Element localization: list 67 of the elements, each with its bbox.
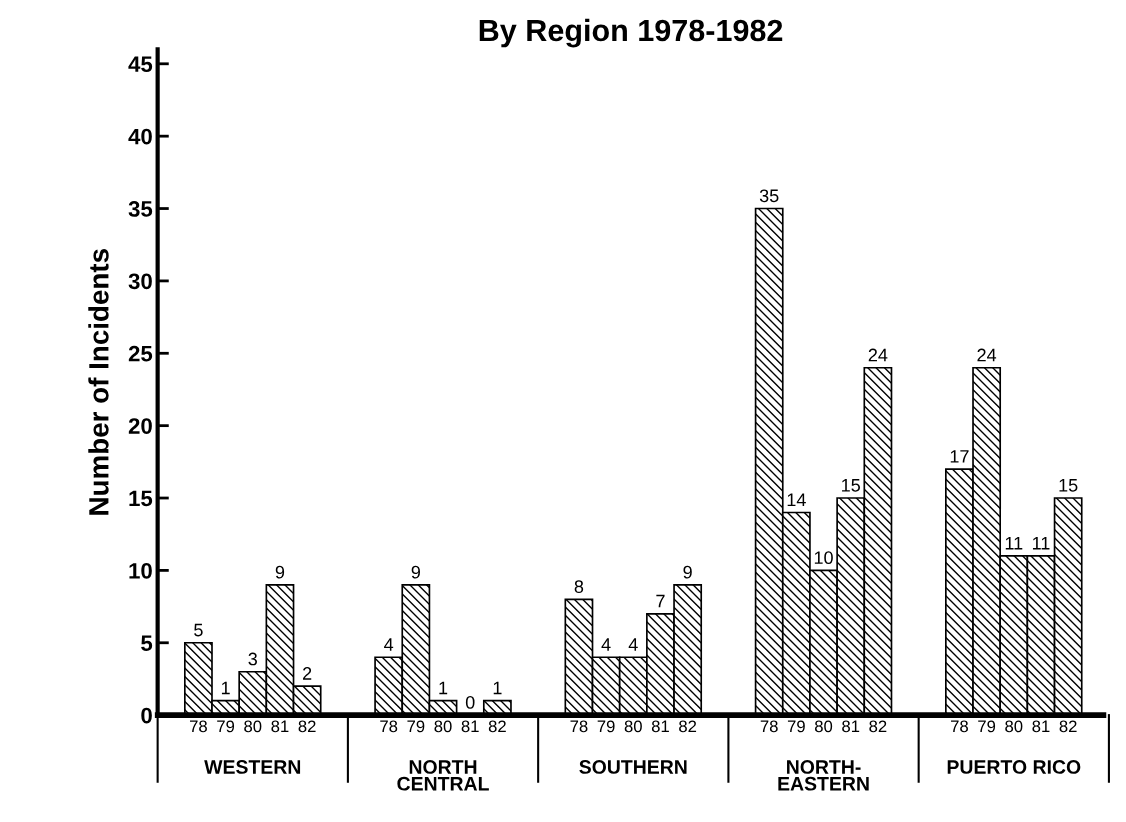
data-label: 5 [194, 623, 203, 637]
y-tick-label: 5 [141, 635, 153, 652]
x-tick-label: 80 [434, 720, 452, 733]
data-label: 8 [574, 580, 584, 593]
x-tick-label: 80 [244, 720, 262, 733]
y-tick-label: 35 [128, 201, 153, 217]
x-tick-label: 81 [842, 720, 860, 733]
data-label: 11 [1005, 536, 1023, 550]
data-label: 10 [814, 551, 833, 565]
x-tick-label: 78 [570, 720, 588, 733]
x-tick-label: 79 [407, 720, 425, 733]
y-tick-label: 20 [128, 418, 152, 434]
x-tick-label: 79 [978, 720, 996, 733]
x-tick-label: 81 [651, 720, 669, 733]
x-tick-label: 80 [814, 720, 833, 733]
x-tick-label: 78 [380, 720, 398, 733]
x-tick-label: 82 [679, 720, 697, 733]
data-label: 14 [787, 493, 806, 506]
x-tick-label: 81 [1032, 720, 1050, 733]
text: SOUTHERN [579, 760, 687, 774]
x-tick-label: 79 [787, 720, 805, 733]
y-tick-label: 0 [141, 707, 152, 724]
text: NORTH- EASTERN [778, 760, 869, 791]
data-label: 1 [439, 681, 448, 695]
chart-title: By Region 1978-1982 [479, 18, 783, 48]
data-label: 4 [628, 638, 638, 651]
x-tick-label: 82 [869, 720, 887, 733]
x-tick-label: 80 [1005, 720, 1023, 733]
data-label: 7 [656, 594, 665, 608]
data-label: 35 [759, 189, 779, 203]
text: WESTERN [204, 760, 301, 774]
data-label: 1 [221, 681, 230, 695]
data-label: 0 [465, 696, 475, 709]
x-tick-label: 82 [298, 720, 316, 733]
x-tick-label: 79 [217, 720, 235, 733]
data-label: 4 [601, 638, 611, 651]
y-tick-label: 25 [128, 345, 153, 362]
data-label: 9 [411, 565, 421, 579]
y-axis-title: Number of Incidents [88, 249, 109, 515]
x-tick-label: 78 [951, 720, 968, 733]
x-tick-label: 80 [624, 720, 642, 733]
data-label: 2 [303, 667, 312, 680]
x-tick-label: 78 [760, 720, 778, 733]
x-tick-label: 81 [461, 720, 479, 733]
data-label: 1 [493, 681, 502, 695]
x-tick-label: 82 [1059, 720, 1077, 733]
text: PUERTO RICO [947, 760, 1081, 774]
x-tick-label: 79 [597, 720, 615, 733]
data-label: 4 [384, 638, 394, 651]
data-label: 24 [977, 348, 997, 362]
data-label: 15 [1059, 479, 1078, 492]
data-label: 3 [248, 652, 257, 666]
data-label: 9 [683, 565, 692, 579]
data-label: 15 [842, 479, 860, 492]
text: NORTH CENTRAL [397, 760, 489, 791]
data-label: 17 [950, 450, 969, 463]
y-tick-label: 40 [128, 128, 152, 145]
x-tick-label: 81 [271, 720, 289, 733]
data-label: 11 [1032, 536, 1050, 550]
y-tick-label: 15 [129, 490, 153, 507]
data-label: 9 [275, 565, 285, 579]
x-tick-label: 82 [488, 720, 506, 733]
data-label: 24 [868, 348, 888, 362]
y-tick-label: 10 [129, 562, 152, 579]
y-tick-label: 45 [128, 56, 153, 73]
y-tick-label: 30 [128, 273, 152, 290]
x-tick-label: 78 [189, 720, 207, 733]
